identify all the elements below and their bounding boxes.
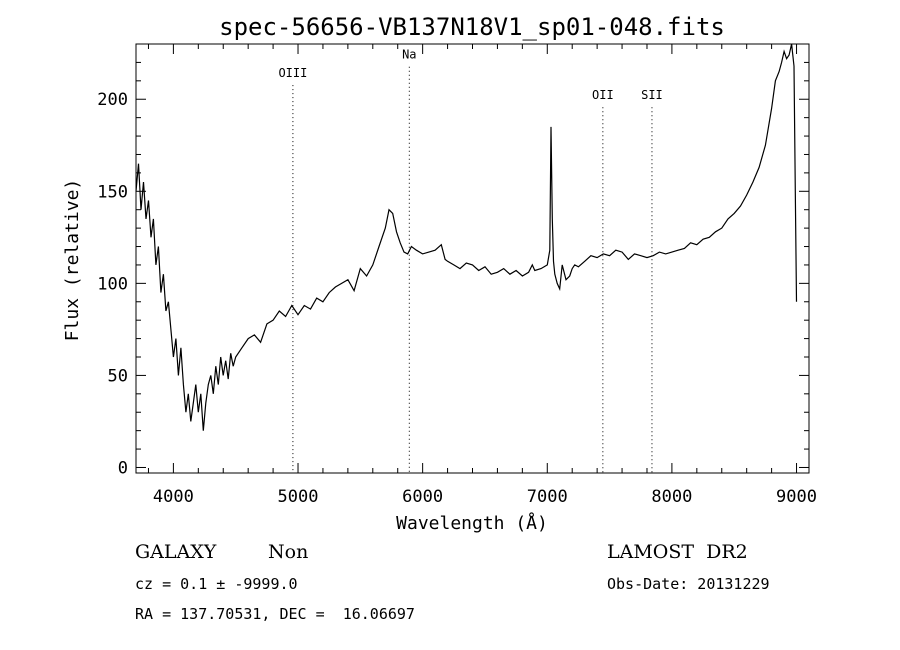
x-tick-label: 7000 <box>527 487 568 507</box>
redshift-cz: cz = 0.1 ± -9999.0 <box>135 575 298 593</box>
x-axis-label: Wavelength (Å) <box>396 512 548 534</box>
spectral-line-label: OII <box>592 88 614 102</box>
y-tick-label: 100 <box>97 274 128 294</box>
catalog-name: LAMOST DR2 <box>607 541 748 563</box>
observation-date: Obs-Date: 20131229 <box>607 575 770 593</box>
spectral-line-label: Na <box>402 48 416 62</box>
spectral-line-markers: OIII Na OII SII <box>278 48 663 473</box>
spectral-line-label: SII <box>641 88 663 102</box>
sky-coordinates: RA = 137.70531, DEC = 16.06697 <box>135 605 415 623</box>
x-tick-label: 9000 <box>776 487 817 507</box>
y-tick-label: 200 <box>97 90 128 110</box>
spectral-line-label: OIII <box>278 66 307 80</box>
y-axis-label: Flux (relative) <box>62 179 83 342</box>
x-tick-label: 6000 <box>402 487 443 507</box>
x-tick-label: 4000 <box>153 487 194 507</box>
object-class: GALAXY <box>135 541 217 563</box>
y-tick-label: 50 <box>108 366 128 386</box>
y-tick-label: 150 <box>97 182 128 202</box>
x-tick-label: 8000 <box>651 487 692 507</box>
y-tick-label: 0 <box>118 458 128 478</box>
plot-frame <box>135 43 810 474</box>
x-tick-label: 5000 <box>278 487 319 507</box>
spectrum-line <box>135 43 798 431</box>
chart-title: spec-56656-VB137N18V1_sp01-048.fits <box>219 13 725 41</box>
axis-ticks: 4000 5000 6000 7000 8000 9000 0 50 100 150 200 <box>97 44 817 507</box>
object-subclass: Non <box>268 541 309 563</box>
